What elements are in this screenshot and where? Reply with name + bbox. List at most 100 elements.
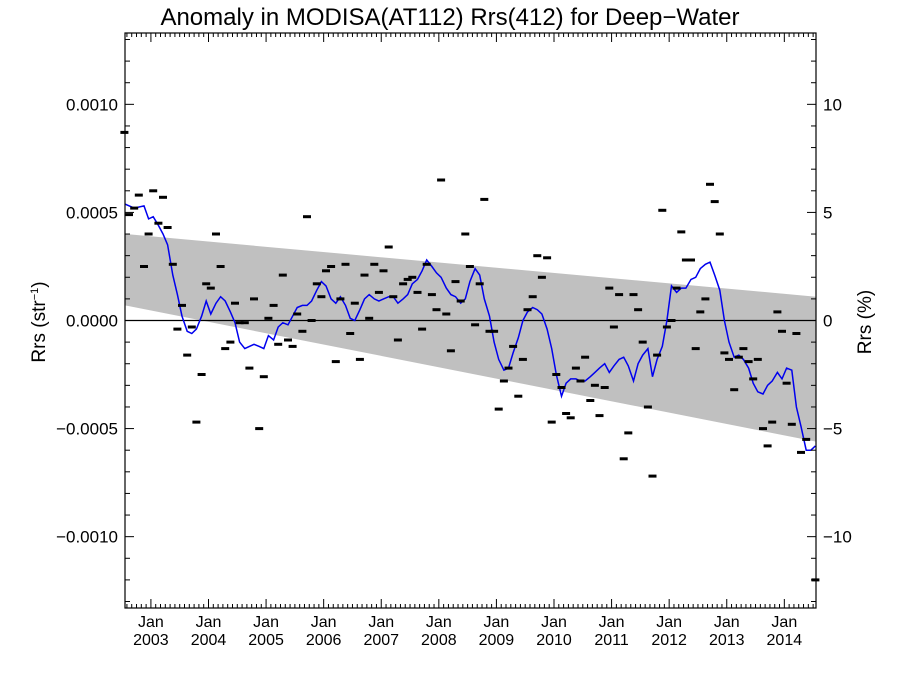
data-point-marker [341,262,350,266]
data-point-marker [590,383,599,387]
data-point-marker [485,329,494,333]
data-point-marker [595,414,604,418]
data-point-marker [600,386,609,389]
data-point-marker [159,195,167,199]
data-point-marker [212,232,220,236]
data-point-marker [715,232,724,236]
data-point-marker [677,230,686,234]
data-point-marker [365,316,374,320]
data-point-marker [662,325,671,329]
data-point-marker [317,295,326,299]
data-point-marker [293,312,302,316]
data-point-marker [533,254,542,258]
data-point-marker [231,301,239,305]
data-point-marker [327,265,336,268]
left-tick-label: 0.0005 [66,203,118,222]
data-point-marker [571,366,580,370]
data-point-marker [422,262,431,266]
data-point-marker [451,280,460,284]
data-point-marker [288,344,297,348]
data-point-marker [384,245,393,249]
data-point-marker [480,197,489,201]
data-point-marker [672,286,681,290]
data-point-marker [643,405,652,409]
right-tick-label: −10 [823,528,852,547]
trend-band [125,234,816,442]
data-point-marker [197,373,206,376]
data-point-marker [379,269,388,273]
data-point-marker [759,427,767,431]
data-point-marker [250,297,258,301]
data-point-marker [269,303,278,307]
data-point-marker [552,373,561,376]
data-point-marker [322,269,330,273]
tick-layer: 0.0010 0.0005 0.0000 −0.0005 −0.0010 10 5 0 −5 −1… [56,33,852,649]
data-point-marker [446,349,455,353]
x-tick-month-label: Jan [253,614,279,631]
data-point-marker [427,293,436,297]
data-point-marker [710,200,719,204]
data-point-marker [187,325,196,329]
data-point-marker [442,312,451,316]
data-point-marker [461,232,470,236]
data-point-marker [615,293,624,297]
data-point-marker [518,357,527,361]
data-point-marker [730,388,739,392]
data-point-marker [629,293,638,297]
data-point-marker [355,357,364,361]
data-point-marker [691,347,700,351]
data-point-marker [202,282,211,286]
left-tick-label: −0.0005 [56,420,118,439]
data-point-marker [734,355,743,359]
data-point-marker [331,360,340,364]
x-tick-month-label: Jan [541,614,567,631]
data-point-marker [303,215,311,219]
data-point-marker [163,226,172,229]
x-tick-year-label: 2010 [536,632,572,649]
data-point-marker [471,323,480,327]
x-tick-year-label: 2006 [306,632,342,649]
data-point-marker [154,221,163,225]
data-point-marker [586,399,595,402]
x-tick-year-label: 2003 [133,632,169,649]
data-point-marker [749,377,758,381]
data-point-marker [240,321,249,325]
x-tick-month-label: Jan [484,614,510,631]
x-tick-month-label: Jan [426,614,452,631]
data-point-marker [509,344,518,348]
data-point-marker [144,232,153,236]
data-point-marker [792,332,801,335]
left-tick-label: 0.0000 [66,312,118,331]
data-point-marker [494,407,503,411]
data-point-marker [264,316,273,320]
data-point-marker [140,265,148,268]
data-point-marker [418,327,427,331]
x-tick-year-label: 2007 [363,632,399,649]
smoothed-series-line [125,203,816,451]
data-point-marker [465,265,474,268]
data-point-marker [125,213,133,217]
x-tick-month-label: Jan [368,614,394,631]
x-tick-year-label: 2014 [767,632,803,649]
data-point-marker [278,273,287,277]
data-point-marker [312,282,321,286]
x-tick-month-label: Jan [656,614,682,631]
data-point-marker [130,206,139,210]
data-point-marker [744,360,753,364]
data-point-marker [667,319,676,322]
data-point-marker [634,308,643,312]
data-point-marker [399,282,408,286]
data-point-marker [475,282,484,286]
data-point-marker [374,290,383,294]
x-tick-year-label: 2013 [709,632,745,649]
data-point-marker [543,256,552,260]
data-point-marker [456,299,465,303]
data-point-marker [605,286,614,290]
data-point-marker [490,329,499,333]
x-tick-month-label: Jan [196,614,222,631]
data-point-marker [245,366,254,370]
x-tick-month-label: Jan [714,614,740,631]
data-point-marker [528,295,537,299]
data-point-marker [696,310,705,314]
data-point-marker [557,386,566,389]
